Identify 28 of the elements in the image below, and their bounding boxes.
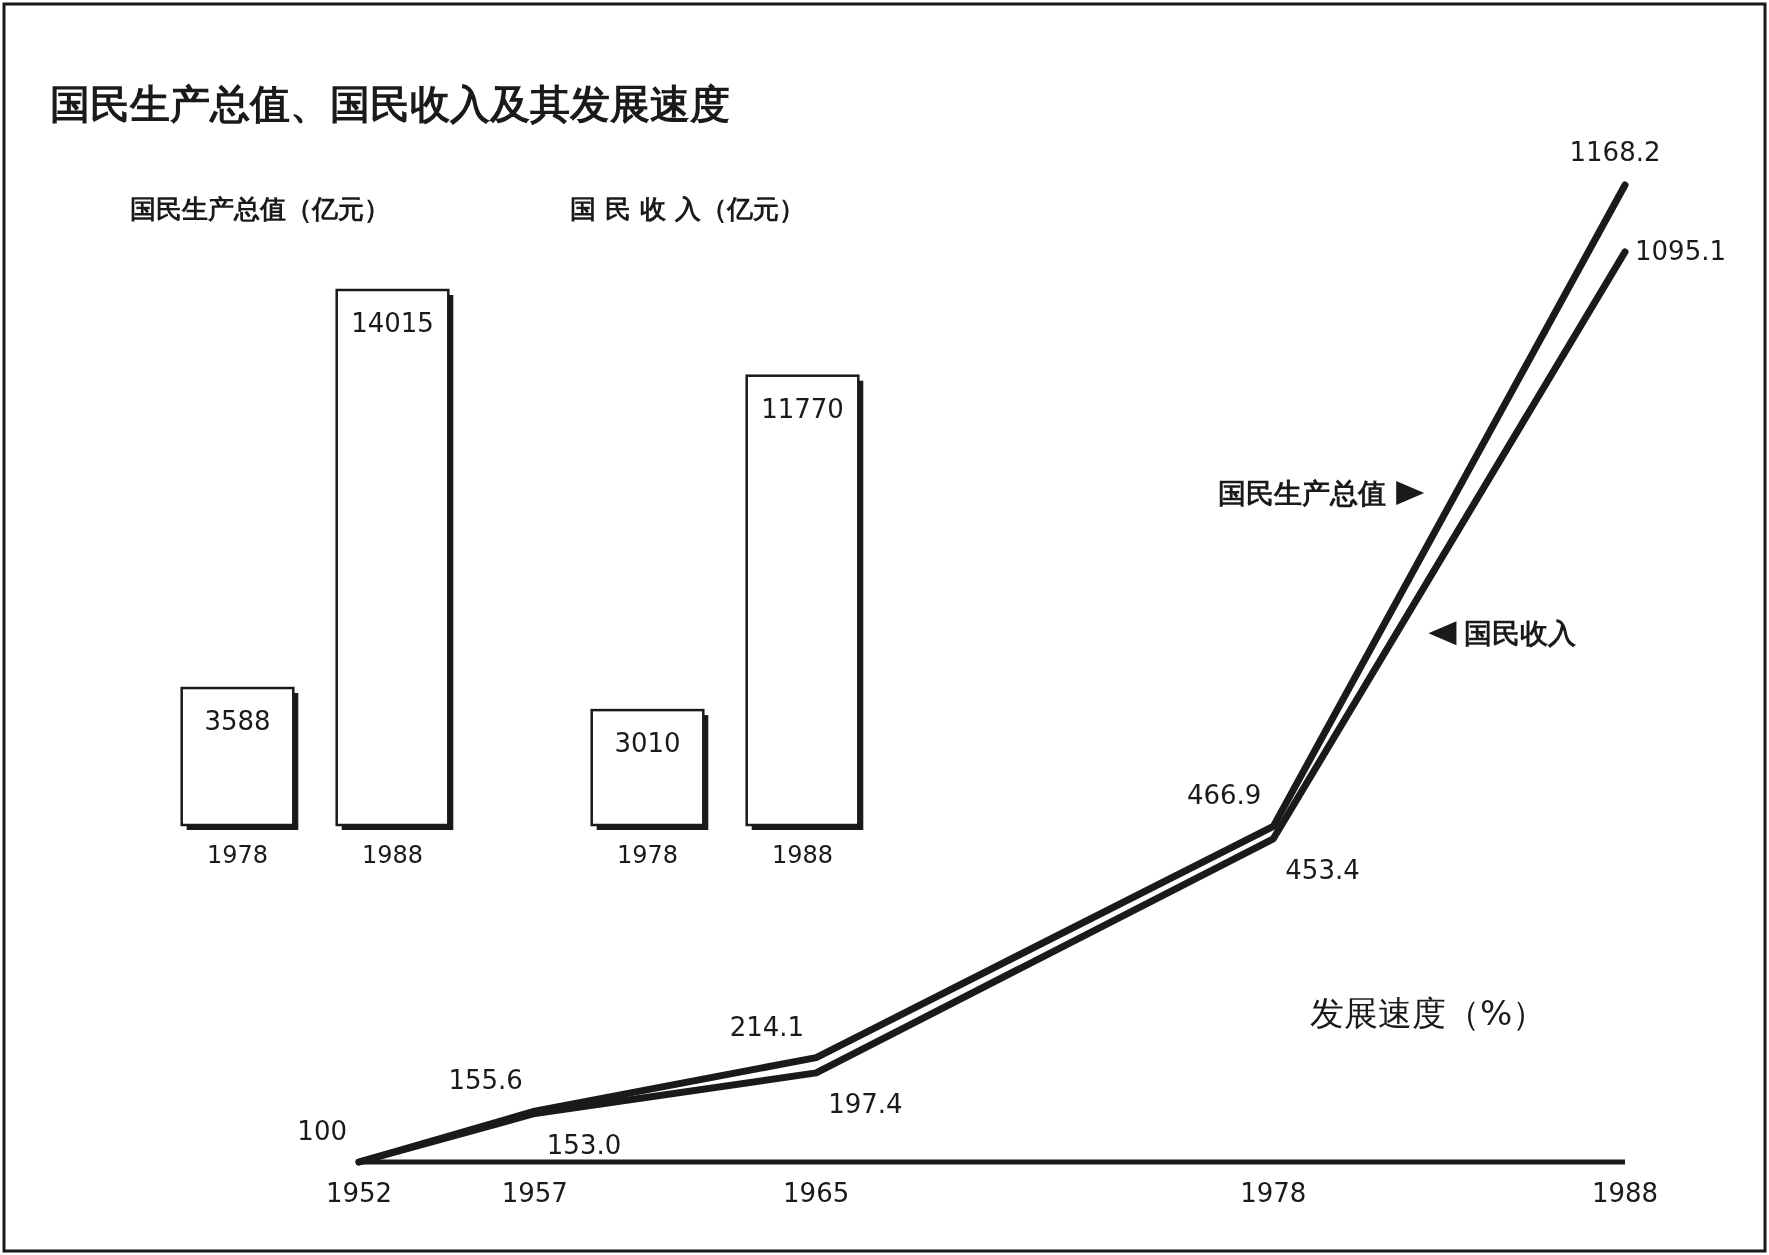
x-tick-label: 1952 — [325, 1178, 393, 1208]
x-tick-label: 1965 — [783, 1178, 850, 1208]
x-tick-label: 1978 — [616, 841, 679, 869]
chart-subtitle: 国民生产总值（亿元） — [130, 194, 390, 224]
x-tick-label: 1988 — [771, 841, 834, 869]
data-label: 197.4 — [828, 1088, 903, 1119]
data-label: 11770 — [761, 393, 844, 424]
chart-title: 国民生产总值、国民收入及其发展速度 — [50, 81, 730, 127]
legend-label: 国民收入 — [1464, 617, 1578, 651]
x-tick-label: 1988 — [1591, 1178, 1659, 1208]
x-tick-label: 1978 — [206, 841, 269, 869]
data-label: 1095.1 — [1635, 235, 1726, 266]
data-label: 1168.2 — [1569, 137, 1661, 167]
data-label: 155.6 — [448, 1065, 523, 1096]
x-tick-label: 1957 — [501, 1178, 568, 1208]
x-tick-label: 1988 — [361, 841, 424, 869]
data-label: 3010 — [614, 728, 681, 759]
series-label: 国民生产总值 — [1218, 476, 1387, 510]
data-label: 214.1 — [729, 1011, 805, 1042]
data-label: 466.9 — [1186, 780, 1262, 811]
data-label: 14015 — [351, 308, 434, 338]
data-label: 153.0 — [546, 1129, 622, 1160]
data-label: 3588 — [204, 706, 271, 737]
chart-title: 国 民 收 入（亿元） — [570, 194, 806, 224]
data-label: 453.4 — [1285, 854, 1360, 885]
x-tick-label: 1978 — [1240, 1178, 1307, 1208]
annotation: 发展速度（%） — [1310, 993, 1547, 1033]
data-label: 100 — [297, 1116, 347, 1146]
